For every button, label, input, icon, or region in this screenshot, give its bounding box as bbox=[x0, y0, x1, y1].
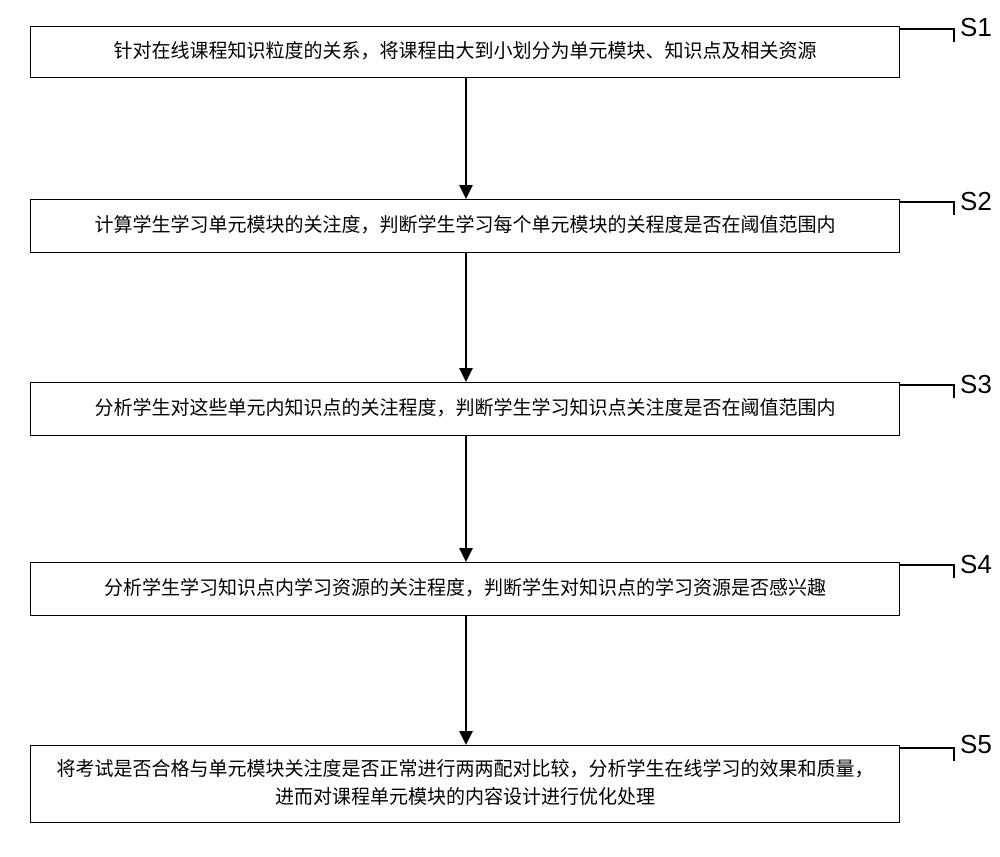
step-s5-text: 将考试是否合格与单元模块关注度是否正常进行两两配对比较，分析学生在线学习的效果和… bbox=[51, 756, 879, 813]
step-s1-callout-h bbox=[900, 28, 953, 30]
step-s2-callout-v bbox=[953, 201, 955, 215]
step-s4-box: 分析学生学习知识点内学习资源的关注程度，判断学生对知识点的学习资源是否感兴趣 bbox=[30, 562, 900, 616]
connector-s3-s4 bbox=[465, 436, 467, 548]
step-s5-label: S5 bbox=[960, 729, 992, 760]
step-s1: 针对在线课程知识粒度的关系，将课程由大到小划分为单元模块、知识点及相关资源 bbox=[30, 26, 900, 78]
step-s5-box: 将考试是否合格与单元模块关注度是否正常进行两两配对比较，分析学生在线学习的效果和… bbox=[30, 745, 900, 823]
step-s4: 分析学生学习知识点内学习资源的关注程度，判断学生对知识点的学习资源是否感兴趣 bbox=[30, 562, 900, 616]
step-s4-text: 分析学生学习知识点内学习资源的关注程度，判断学生对知识点的学习资源是否感兴趣 bbox=[104, 575, 826, 604]
step-s2-label: S2 bbox=[960, 186, 992, 217]
step-s4-label: S4 bbox=[960, 549, 992, 580]
step-s1-callout-v bbox=[953, 28, 955, 42]
step-s1-text: 针对在线课程知识粒度的关系，将课程由大到小划分为单元模块、知识点及相关资源 bbox=[113, 38, 816, 67]
step-s5: 将考试是否合格与单元模块关注度是否正常进行两两配对比较，分析学生在线学习的效果和… bbox=[30, 745, 900, 823]
step-s5-callout-h bbox=[900, 747, 953, 749]
step-s2: 计算学生学习单元模块的关注度，判断学生学习每个单元模块的关程度是否在阈值范围内 bbox=[30, 199, 900, 253]
arrowhead-s3-s4 bbox=[459, 548, 473, 562]
step-s3-text: 分析学生对这些单元内知识点的关注程度，判断学生学习知识点关注度是否在阈值范围内 bbox=[94, 395, 835, 424]
step-s3-label: S3 bbox=[960, 369, 992, 400]
step-s3-callout-h bbox=[900, 384, 953, 386]
step-s4-callout-v bbox=[953, 564, 955, 578]
step-s3: 分析学生对这些单元内知识点的关注程度，判断学生学习知识点关注度是否在阈值范围内 bbox=[30, 382, 900, 436]
step-s1-box: 针对在线课程知识粒度的关系，将课程由大到小划分为单元模块、知识点及相关资源 bbox=[30, 26, 900, 78]
connector-s1-s2 bbox=[465, 78, 467, 185]
step-s4-callout-h bbox=[900, 564, 953, 566]
arrowhead-s4-s5 bbox=[459, 731, 473, 745]
arrowhead-s2-s3 bbox=[459, 368, 473, 382]
step-s5-callout-v bbox=[953, 747, 955, 761]
step-s2-text: 计算学生学习单元模块的关注度，判断学生学习每个单元模块的关程度是否在阈值范围内 bbox=[94, 212, 835, 241]
connector-s2-s3 bbox=[465, 253, 467, 368]
step-s3-callout-v bbox=[953, 384, 955, 398]
step-s2-box: 计算学生学习单元模块的关注度，判断学生学习每个单元模块的关程度是否在阈值范围内 bbox=[30, 199, 900, 253]
step-s2-callout-h bbox=[900, 201, 953, 203]
step-s3-box: 分析学生对这些单元内知识点的关注程度，判断学生学习知识点关注度是否在阈值范围内 bbox=[30, 382, 900, 436]
step-s1-label: S1 bbox=[960, 12, 992, 43]
arrowhead-s1-s2 bbox=[459, 185, 473, 199]
connector-s4-s5 bbox=[465, 616, 467, 731]
